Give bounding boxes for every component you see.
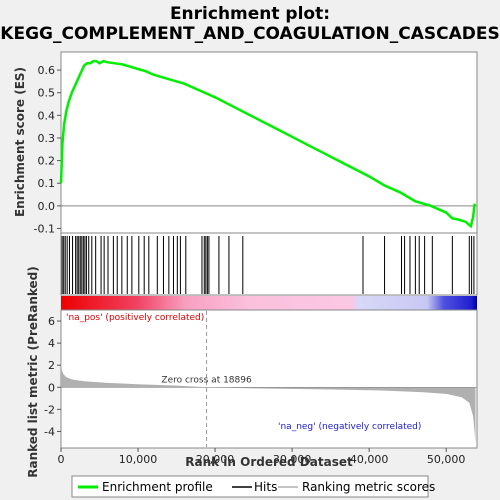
es-axis-label: Enrichment score (ES) — [13, 67, 27, 217]
hits-plot-area — [60, 232, 478, 296]
metric-plot-area — [60, 309, 478, 449]
x-tick-label: 0 — [58, 453, 65, 466]
es-plot-area — [60, 51, 478, 234]
hits-markers — [61, 236, 475, 294]
metric-tick-label: -4 — [44, 425, 55, 438]
es-tick-label: 0.0 — [38, 200, 56, 213]
es-tick-label: 0.3 — [38, 132, 56, 145]
metric-tick-label: 0 — [48, 381, 55, 394]
metric-tick-label: 6 — [48, 315, 55, 328]
zero-cross-label: Zero cross at 18896 — [161, 375, 252, 385]
x-tick-label: 20,000 — [196, 453, 235, 466]
es-tick-label: 0.2 — [38, 155, 56, 168]
metric-tick-label: -2 — [44, 403, 55, 416]
legend-enrichment-label: Enrichment profile — [102, 480, 213, 494]
metric-axis-label: Ranked list metric (PreRanked) — [26, 266, 40, 478]
enrichment-profile-line — [59, 59, 476, 229]
positive-correlation-label: 'na_pos' (positively correlated) — [66, 313, 204, 323]
chart-title-line1: Enrichment plot: — [170, 4, 330, 24]
x-axis-label: Rank in Ordered Dataset — [185, 455, 353, 469]
x-tick-label: 50,000 — [427, 453, 466, 466]
es-tick-label: 0.6 — [38, 64, 56, 77]
metric-tick-label: 2 — [48, 359, 55, 372]
x-tick-label: 30,000 — [273, 453, 312, 466]
es-tick-label: 0.4 — [38, 109, 56, 122]
metric-axis: -4 -2 0 2 4 6 — [44, 315, 61, 438]
es-tick-label: 0.1 — [38, 177, 56, 190]
x-axis: 0 10,000 20,000 30,000 40,000 50,000 — [58, 448, 466, 466]
legend-hits-label: Hits — [254, 480, 277, 494]
es-tick-label: -0.1 — [34, 222, 55, 235]
chart-title-line2: KEGG_COMPLEMENT_AND_COAGULATION_CASCADES — [0, 24, 499, 44]
x-tick-label: 10,000 — [119, 453, 158, 466]
negative-correlation-label: 'na_neg' (negatively correlated) — [278, 422, 421, 432]
es-tick-label: 0.5 — [38, 87, 56, 100]
metric-tick-label: 4 — [48, 337, 55, 350]
x-tick-label: 40,000 — [350, 453, 389, 466]
es-axis: -0.1 0.0 0.1 0.2 0.3 0.4 0.5 0.6 — [34, 64, 61, 235]
legend-ranking-label: Ranking metric scores — [302, 480, 435, 494]
rank-color-bar — [61, 296, 477, 310]
